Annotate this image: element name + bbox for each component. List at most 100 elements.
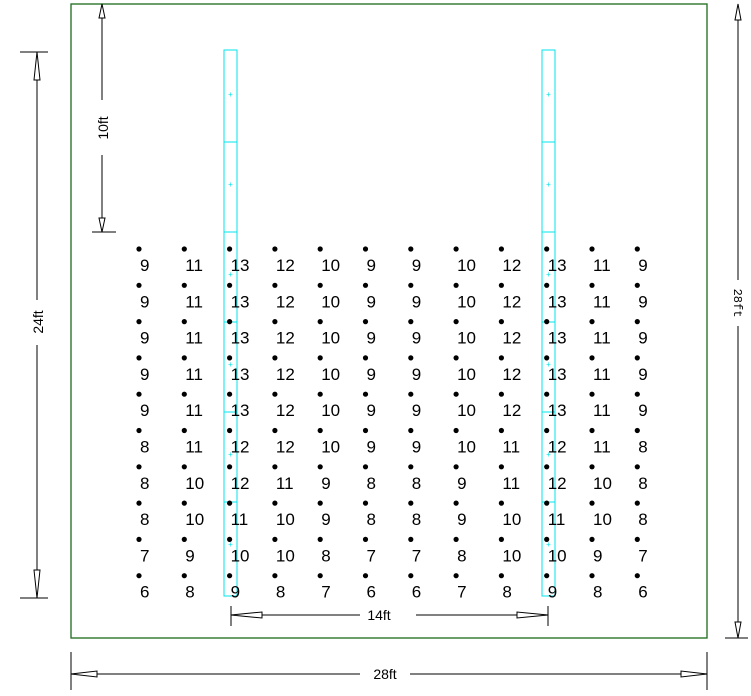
grid-point <box>272 500 278 506</box>
grid-point <box>362 355 369 361</box>
grid-point <box>408 282 414 288</box>
grid-value: 10 <box>185 474 204 493</box>
grid-point <box>453 282 459 288</box>
grid-value: 6 <box>412 583 421 602</box>
grid-value: 13 <box>231 365 250 384</box>
dimension-left-24ft: 24ft <box>20 51 48 599</box>
grid-value: 10 <box>321 365 340 384</box>
grid-value: 12 <box>502 329 521 348</box>
grid-value: 10 <box>457 401 476 420</box>
grid-point <box>589 464 595 470</box>
grid-value: 11 <box>231 510 249 529</box>
grid-point <box>408 464 414 470</box>
grid-value: 12 <box>502 256 521 275</box>
grid-value: 9 <box>457 474 466 493</box>
grid-value: 9 <box>412 292 421 311</box>
grid-value: 10 <box>321 329 340 348</box>
svg-text:+: + <box>546 450 551 459</box>
grid-value: 9 <box>140 256 149 275</box>
grid-value: 6 <box>140 583 149 602</box>
grid-point <box>589 355 595 361</box>
grid-point <box>317 391 323 397</box>
grid-point <box>272 246 278 252</box>
grid-point <box>272 391 278 397</box>
grid-value: 12 <box>231 474 250 493</box>
grid-point <box>544 282 550 288</box>
grid-value: 9 <box>638 365 647 384</box>
grid-point <box>453 427 459 434</box>
grid-value: 9 <box>367 438 376 457</box>
grid-point <box>362 246 369 252</box>
grid-point <box>227 464 233 470</box>
grid-value: 9 <box>140 401 149 420</box>
grid-point <box>408 319 414 325</box>
dimension-label-right: 28ft <box>730 289 744 318</box>
grid-point <box>272 355 278 361</box>
grid-point <box>136 573 142 579</box>
dimension-label-bottom: 28ft <box>373 666 396 682</box>
grid-point <box>498 573 504 579</box>
grid-point <box>544 536 550 543</box>
dimension-bottom-28ft: 28ft <box>70 652 708 690</box>
grid-value: 12 <box>276 292 295 311</box>
grid-point <box>408 355 414 361</box>
grid-point <box>362 391 369 397</box>
dimension-label-left: 24ft <box>30 310 46 333</box>
grid-value: 7 <box>457 583 466 602</box>
grid-value: 9 <box>593 546 602 565</box>
grid-point <box>136 355 142 361</box>
grid-point <box>498 536 504 543</box>
grid-point <box>317 355 323 361</box>
grid-point <box>227 573 233 579</box>
grid-value: 9 <box>412 401 421 420</box>
grid-point <box>408 246 414 252</box>
grid-point <box>227 355 233 361</box>
grid-point <box>453 355 459 361</box>
grid-value: 12 <box>548 438 567 457</box>
dimension-fixture-spacing-14ft: 14ft <box>230 606 549 626</box>
measurement-grid: 9 11 13 12 10 9 9 10 12 13 11 9 9 11 13 12 10 9 9 10 12 13 11 9… <box>136 246 648 602</box>
grid-point <box>634 355 640 361</box>
grid-point <box>453 500 459 506</box>
grid-value: 9 <box>140 292 149 311</box>
grid-value: 9 <box>140 365 149 384</box>
grid-point <box>362 536 369 543</box>
svg-text:+: + <box>546 360 551 369</box>
grid-point <box>181 427 187 434</box>
grid-point <box>362 319 369 325</box>
grid-value: 8 <box>638 510 647 529</box>
grid-point <box>136 464 142 470</box>
grid-value: 8 <box>502 583 511 602</box>
grid-value: 10 <box>593 510 612 529</box>
grid-value: 11 <box>593 329 611 348</box>
grid-point <box>498 246 504 252</box>
grid-point <box>408 427 414 434</box>
grid-value: 11 <box>185 256 203 275</box>
grid-value: 8 <box>457 546 466 565</box>
grid-value: 8 <box>593 583 602 602</box>
grid-value: 12 <box>276 365 295 384</box>
svg-text:+: + <box>546 540 551 549</box>
dimension-label-spacing: 14ft <box>367 607 390 623</box>
grid-value: 9 <box>638 329 647 348</box>
grid-point <box>634 536 640 543</box>
grid-point <box>227 427 233 434</box>
grid-point <box>453 464 459 470</box>
grid-value: 9 <box>140 329 149 348</box>
grid-point <box>498 391 504 397</box>
grid-value: 9 <box>367 365 376 384</box>
grid-point <box>453 573 459 579</box>
grid-point <box>272 282 278 288</box>
grid-point <box>634 391 640 397</box>
grid-value: 11 <box>593 438 611 457</box>
grid-point <box>544 355 550 361</box>
grid-point <box>498 500 504 506</box>
grid-point <box>317 319 323 325</box>
fixtures: + + + + + + + + + + + + <box>223 49 556 597</box>
grid-point <box>544 319 550 325</box>
grid-point <box>317 500 323 506</box>
svg-text:+: + <box>228 360 233 369</box>
grid-point <box>453 319 459 325</box>
grid-point <box>453 536 459 543</box>
grid-point <box>544 391 550 397</box>
